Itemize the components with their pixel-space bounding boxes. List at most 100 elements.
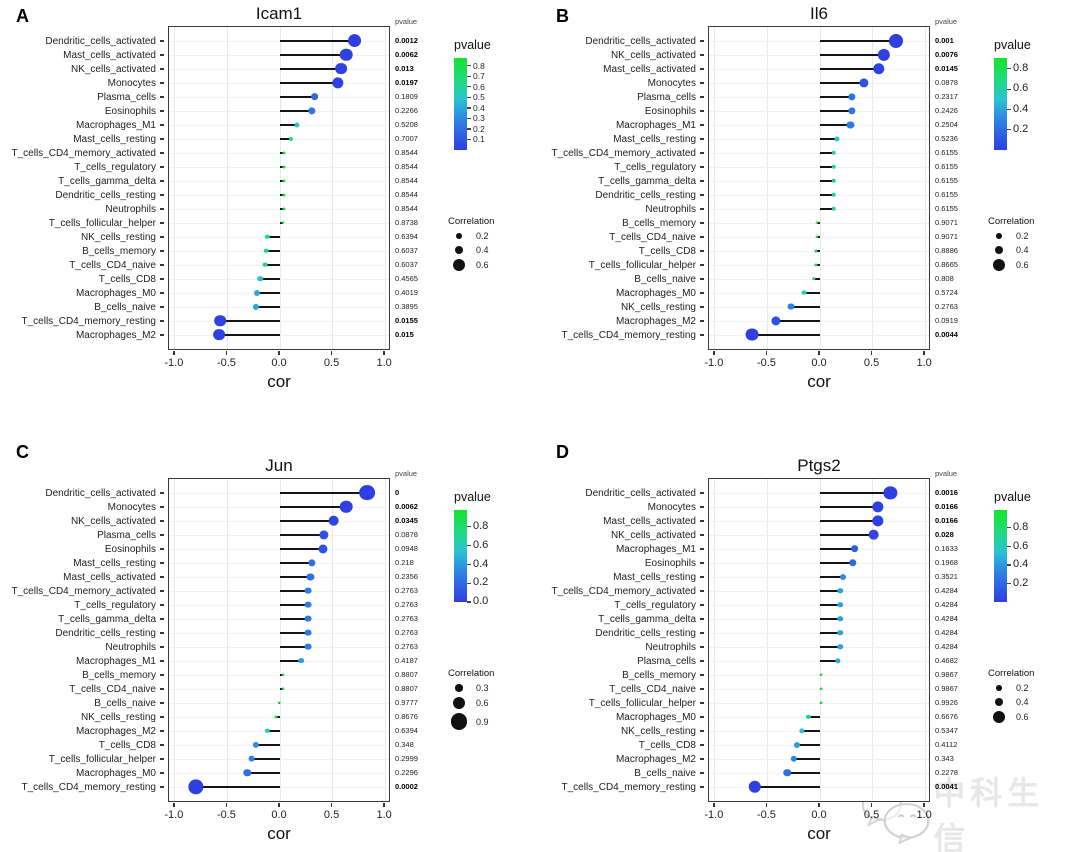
lollipop-dot (814, 248, 818, 253)
grid-line-vertical (279, 27, 281, 349)
pvalue-text: 0.5347 (935, 726, 958, 735)
x-tick-label: -0.5 (216, 809, 236, 821)
y-axis-tick (160, 492, 164, 494)
pvalue-text: 0.7007 (395, 134, 418, 143)
category-row (169, 584, 389, 598)
y-axis-label-row: T_cells_gamma_delta (0, 174, 164, 188)
lollipop-dot (304, 643, 312, 650)
y-axis-label-row: B_cells_memory (540, 216, 704, 230)
lollipop-dot (213, 328, 225, 341)
lollipop-dot (846, 120, 855, 129)
lollipop-dot (243, 768, 252, 777)
category-row (169, 160, 389, 174)
lollipop-dot (304, 601, 312, 608)
category-row (169, 188, 389, 202)
pvalue-text: 0.8544 (395, 162, 418, 171)
y-axis-label-row: NK_cells_resting (0, 230, 164, 244)
pvalue-text: 0.6394 (395, 726, 418, 735)
cell-label: Plasma_cells (97, 529, 156, 541)
pvalue-legend-tick-label: 0.8 (1013, 62, 1029, 75)
y-axis-label-row: Macrophages_M2 (0, 328, 164, 342)
cell-label: T_cells_CD4_memory_activated (551, 585, 696, 597)
category-row (169, 668, 389, 682)
panel-a: A Icam1 Dendritic_cells_activated Mast_cell… (0, 0, 540, 426)
pvalue-legend-tick-label: 0.5 (473, 92, 485, 103)
pvalue-text: 0.343 (935, 754, 954, 763)
pvalue-text: 0.3895 (395, 302, 418, 311)
lollipop-dot (347, 33, 362, 48)
cell-label: Macrophages_M1 (75, 119, 156, 131)
plot-box (708, 478, 930, 802)
pvalue-text: 0.0044 (935, 330, 958, 339)
lollipop-dot (799, 727, 805, 734)
y-axis-tick (160, 632, 164, 634)
cell-label: B_cells_naive (94, 697, 156, 709)
y-axis-tick (160, 646, 164, 648)
lollipop-stem (260, 277, 280, 280)
category-row (709, 724, 929, 738)
lollipop-stem (820, 631, 840, 634)
grid-line-vertical (819, 479, 821, 801)
y-axis-tick (160, 54, 164, 56)
pvalue-text: 0.5724 (935, 288, 958, 297)
lollipop-stem (280, 505, 347, 508)
category-row (169, 48, 389, 62)
pvalue-header: pvalue (935, 469, 958, 478)
y-axis-tick (700, 124, 704, 126)
pvalue-legend-tick (467, 75, 471, 77)
y-axis-tick (160, 660, 164, 662)
lollipop-stem (820, 95, 852, 98)
lollipop-dot (281, 687, 285, 690)
cell-label: NK_cells_resting (80, 711, 156, 723)
category-row (709, 258, 929, 272)
lollipop-stem (820, 109, 852, 112)
lollipop-dot (859, 77, 869, 88)
pvalue-text: 0.9867 (935, 684, 958, 693)
x-axis-title: cor (267, 372, 291, 391)
y-axis-tick (700, 772, 704, 774)
lollipop-dot (252, 741, 259, 748)
cell-label: Macrophages_M2 (615, 753, 696, 765)
panel-title: Ptgs2 (797, 456, 841, 475)
lollipop-stem (280, 81, 338, 84)
lollipop-dot (332, 76, 344, 89)
y-axis-tick (700, 688, 704, 690)
lollipop-dot (304, 629, 312, 636)
lollipop-dot (831, 164, 836, 169)
lollipop-dot (790, 755, 797, 762)
y-axis-label-row: T_cells_CD4_memory_resting (0, 314, 164, 328)
correlation-legend-row: 0.2 (448, 231, 494, 241)
pvalue-text: 0 (395, 488, 400, 497)
pvalue-text: 0.0878 (935, 78, 958, 87)
lollipop-stem (787, 771, 820, 774)
y-axis-label-row: Macrophages_M0 (0, 286, 164, 300)
x-axis-tick (818, 351, 820, 355)
cell-label: Neutrophils (645, 203, 696, 215)
category-row (169, 314, 389, 328)
pvalue-text: 0.4284 (935, 600, 958, 609)
y-axis-label-row: Plasma_cells (540, 90, 704, 104)
cell-label: Macrophages_M0 (615, 287, 696, 299)
pvalue-text: 0.6155 (935, 162, 958, 171)
x-axis-tick (173, 351, 175, 355)
lollipop-stem (820, 659, 838, 662)
lollipop-dot (801, 290, 807, 295)
lollipop-dot (335, 62, 347, 75)
lollipop-stem (820, 53, 885, 56)
y-axis-tick (700, 744, 704, 746)
lollipop-dot (282, 206, 286, 211)
panel-title: Icam1 (255, 4, 303, 23)
correlation-legend-dot-cell (988, 233, 1010, 239)
x-tick-label: 0.0 (811, 357, 827, 369)
lollipop-stem (280, 165, 285, 168)
lollipop-dot (282, 192, 286, 197)
cell-label: NK_cells_resting (620, 725, 696, 737)
pvalue-text: 0.0948 (395, 544, 418, 553)
category-row (169, 766, 389, 780)
x-axis-tick (870, 351, 873, 355)
x-axis-tick (278, 351, 280, 355)
category-row (709, 132, 929, 146)
cell-label: Neutrophils (105, 203, 156, 215)
cell-label: T_cells_CD4_memory_resting (21, 781, 157, 793)
pvalue-text: 0.028 (935, 530, 954, 539)
